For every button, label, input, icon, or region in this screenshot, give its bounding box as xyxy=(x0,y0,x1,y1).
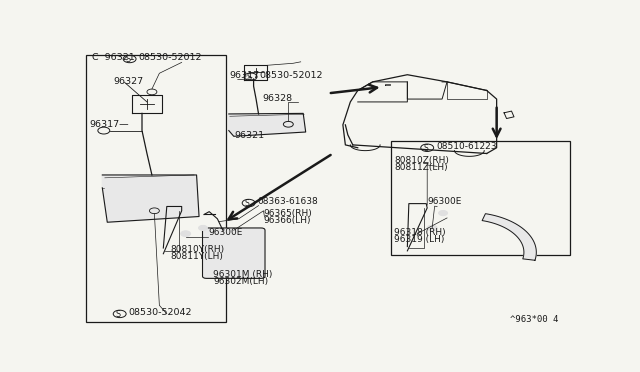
Text: 08530-52042: 08530-52042 xyxy=(129,308,192,317)
Text: S: S xyxy=(244,199,250,208)
Text: 96317: 96317 xyxy=(230,71,260,80)
Polygon shape xyxy=(229,113,306,136)
Text: 80811Z(LH): 80811Z(LH) xyxy=(394,163,448,172)
Text: S: S xyxy=(116,310,121,319)
Text: S: S xyxy=(246,73,252,82)
Text: 96319 (LH): 96319 (LH) xyxy=(394,235,445,244)
Circle shape xyxy=(180,231,191,237)
Text: C  96321: C 96321 xyxy=(92,54,135,62)
Text: 96317—: 96317— xyxy=(89,120,129,129)
Text: ^963*00 4: ^963*00 4 xyxy=(510,315,559,324)
Text: S: S xyxy=(125,55,131,64)
Text: 96366(LH): 96366(LH) xyxy=(264,216,311,225)
Text: 96365(RH): 96365(RH) xyxy=(264,209,312,218)
Text: 96300E: 96300E xyxy=(208,228,243,237)
Text: 96300E: 96300E xyxy=(428,198,461,206)
Text: 08530-52012: 08530-52012 xyxy=(138,54,202,62)
Bar xyxy=(86,55,227,323)
Polygon shape xyxy=(482,214,536,260)
Text: 80810Y(RH): 80810Y(RH) xyxy=(170,245,225,254)
Text: 96327: 96327 xyxy=(114,77,144,86)
Text: 80811Y(LH): 80811Y(LH) xyxy=(170,252,223,261)
Polygon shape xyxy=(102,175,199,222)
Text: 96302M(LH): 96302M(LH) xyxy=(213,277,268,286)
FancyBboxPatch shape xyxy=(202,228,265,278)
Text: 96318 (RH): 96318 (RH) xyxy=(394,228,446,237)
Text: 80810Z(RH): 80810Z(RH) xyxy=(394,156,449,165)
Text: 08363-61638: 08363-61638 xyxy=(257,198,318,206)
Text: S: S xyxy=(423,144,428,153)
Text: 08530-52012: 08530-52012 xyxy=(260,71,323,80)
Circle shape xyxy=(438,211,447,216)
Text: 08510-61223: 08510-61223 xyxy=(436,142,497,151)
Circle shape xyxy=(428,225,437,231)
Text: 96321: 96321 xyxy=(235,131,265,140)
Text: 96328: 96328 xyxy=(262,94,292,103)
Text: 96301M (RH): 96301M (RH) xyxy=(213,270,272,279)
Circle shape xyxy=(198,225,207,231)
Bar xyxy=(392,141,570,255)
